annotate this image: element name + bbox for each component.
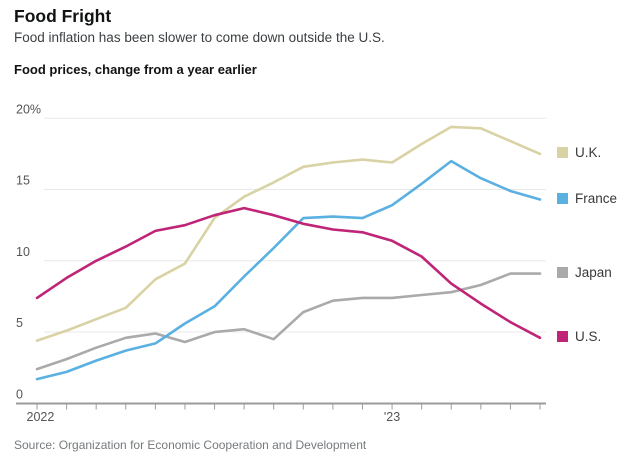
x-axis-tick-label: 2022 [27,410,55,424]
chart-kicker: Food prices, change from a year earlier [14,62,257,77]
y-axis-tick-label: 20% [16,102,41,116]
y-axis-tick-label: 5 [16,316,23,330]
y-axis-tick-label: 0 [16,387,23,401]
series-line-uk [35,125,542,342]
y-axis-tick-label: 15 [16,174,30,188]
x-axis-tick-label: '23 [384,410,400,424]
series-line-france [35,159,542,381]
series-line-japan [35,272,542,371]
series-line-us [35,206,542,340]
page-subtitle: Food inflation has been slower to come d… [14,30,385,45]
page-title: Food Fright [14,6,112,26]
y-axis-tick-label: 10 [16,245,30,259]
source-note: Source: Organization for Economic Cooper… [14,438,367,452]
